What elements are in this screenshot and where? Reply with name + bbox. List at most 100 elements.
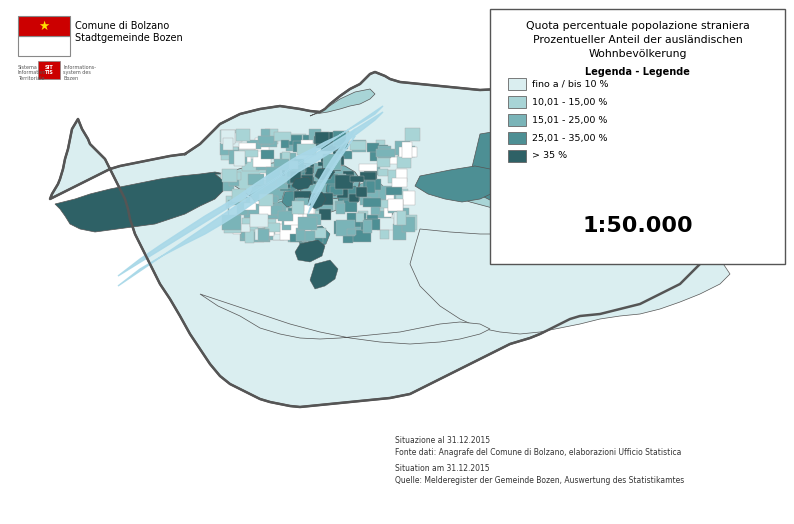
Bar bbox=[349, 219, 364, 230]
Bar bbox=[356, 213, 364, 222]
Text: Stadtgemeinde Bozen: Stadtgemeinde Bozen bbox=[75, 33, 183, 43]
Bar bbox=[292, 166, 306, 178]
Bar bbox=[336, 221, 355, 236]
Bar bbox=[335, 201, 344, 210]
Bar bbox=[222, 169, 237, 182]
Text: ★: ★ bbox=[38, 19, 49, 32]
Bar bbox=[226, 195, 241, 209]
Bar bbox=[252, 187, 265, 199]
Bar bbox=[395, 140, 410, 155]
Bar bbox=[319, 209, 331, 220]
Bar bbox=[403, 191, 415, 205]
Bar bbox=[240, 232, 256, 241]
Bar bbox=[222, 215, 241, 230]
Bar bbox=[394, 212, 403, 225]
Bar bbox=[335, 175, 353, 189]
Bar bbox=[223, 179, 233, 191]
Bar bbox=[301, 167, 313, 175]
Bar bbox=[376, 140, 385, 148]
Bar bbox=[298, 217, 317, 231]
Bar bbox=[255, 201, 272, 215]
Bar bbox=[287, 178, 303, 184]
Bar bbox=[294, 159, 304, 172]
Bar bbox=[311, 227, 326, 238]
Bar bbox=[278, 211, 293, 221]
Bar bbox=[252, 228, 270, 242]
Bar bbox=[321, 144, 336, 150]
Text: 1:50.000: 1:50.000 bbox=[582, 216, 693, 236]
Bar bbox=[221, 130, 235, 144]
Bar bbox=[336, 203, 345, 214]
Bar bbox=[252, 151, 271, 167]
Bar bbox=[343, 232, 353, 244]
Bar bbox=[315, 202, 333, 211]
Bar bbox=[240, 197, 250, 210]
Bar bbox=[405, 128, 419, 141]
Bar bbox=[508, 96, 526, 108]
Bar bbox=[365, 166, 380, 175]
Bar bbox=[273, 177, 281, 183]
Text: Legenda - Legende: Legenda - Legende bbox=[585, 67, 690, 77]
Bar bbox=[314, 163, 333, 172]
Bar bbox=[259, 230, 268, 241]
Bar bbox=[295, 228, 306, 242]
Text: Sistema
Informativo
Territoriale: Sistema Informativo Territoriale bbox=[18, 65, 47, 81]
Bar bbox=[225, 147, 239, 157]
Bar bbox=[295, 198, 304, 211]
Bar bbox=[301, 174, 314, 184]
Bar bbox=[258, 136, 275, 144]
Bar bbox=[286, 208, 300, 215]
Bar bbox=[283, 214, 291, 230]
Bar bbox=[357, 187, 367, 198]
Bar bbox=[259, 194, 272, 206]
Bar bbox=[301, 196, 314, 205]
Polygon shape bbox=[55, 172, 230, 232]
Bar bbox=[221, 147, 237, 160]
Bar bbox=[266, 178, 276, 184]
Bar bbox=[251, 233, 264, 243]
Bar bbox=[388, 170, 400, 183]
Text: Situation am 31.12.2015: Situation am 31.12.2015 bbox=[395, 464, 490, 473]
Bar bbox=[287, 168, 302, 178]
Bar bbox=[300, 206, 315, 214]
Bar bbox=[280, 152, 296, 167]
Bar bbox=[256, 228, 269, 240]
Bar bbox=[286, 135, 302, 146]
Text: Quota percentuale popolazione straniera: Quota percentuale popolazione straniera bbox=[526, 21, 750, 31]
Bar bbox=[303, 135, 313, 141]
Bar bbox=[265, 223, 280, 232]
Bar bbox=[301, 140, 313, 151]
Bar bbox=[342, 200, 357, 212]
Bar bbox=[239, 150, 258, 157]
Bar bbox=[282, 163, 295, 177]
Text: 25,01 - 35,00 %: 25,01 - 35,00 % bbox=[532, 134, 607, 143]
Bar bbox=[247, 140, 261, 149]
Bar bbox=[233, 189, 246, 202]
Bar bbox=[379, 169, 388, 176]
Bar bbox=[363, 199, 381, 206]
Bar bbox=[275, 159, 289, 170]
Polygon shape bbox=[310, 260, 338, 289]
Bar bbox=[309, 129, 322, 143]
Bar bbox=[295, 179, 306, 187]
Bar bbox=[290, 179, 304, 189]
Bar bbox=[229, 150, 247, 163]
Polygon shape bbox=[425, 166, 580, 212]
Bar bbox=[336, 151, 352, 159]
Bar bbox=[508, 78, 526, 90]
Bar bbox=[272, 229, 288, 240]
Bar bbox=[351, 227, 371, 242]
Bar bbox=[321, 158, 341, 171]
Bar bbox=[386, 189, 394, 204]
Bar bbox=[260, 139, 277, 147]
Polygon shape bbox=[295, 240, 325, 262]
Bar bbox=[380, 230, 388, 239]
Bar bbox=[245, 230, 253, 243]
Polygon shape bbox=[468, 119, 660, 214]
Bar bbox=[286, 138, 297, 150]
Bar bbox=[261, 150, 274, 159]
Bar bbox=[386, 188, 402, 195]
Bar bbox=[233, 227, 241, 234]
Bar bbox=[282, 152, 290, 161]
Bar bbox=[256, 163, 268, 170]
